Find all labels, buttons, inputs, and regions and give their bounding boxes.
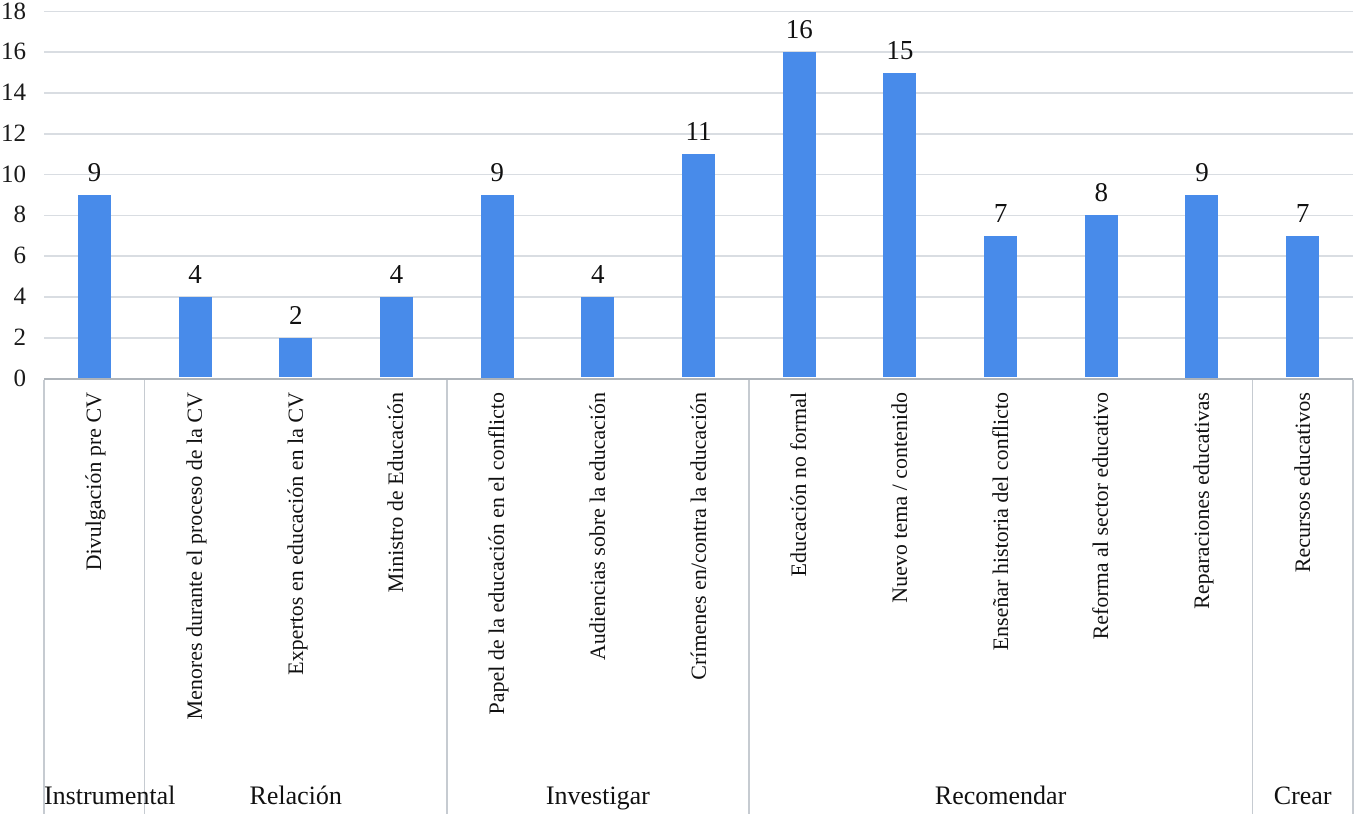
y-axis-tick-label-16: 16 [1,38,26,66]
y-axis-tick-label-10: 10 [1,160,26,188]
bar-11 [1084,215,1118,378]
category-label-4: Ministro de Educación [383,392,409,593]
label-area-left-border [43,379,45,814]
bar-value-label-1: 9 [87,157,102,187]
bar-value-label-6: 4 [591,258,605,289]
bar-8 [782,52,816,378]
x-axis-line [44,377,1353,380]
bar-12 [1185,195,1219,378]
bar-4 [379,296,413,378]
gridline-y-18 [44,10,1353,13]
group-label-recomendar: Recomendar [934,781,1067,810]
category-label-13: Recursos educativos [1289,392,1315,573]
group-label-investigar: Investigar [545,781,650,810]
bar-value-label-9: 15 [886,34,914,65]
category-label-3: Expertos en educación en la CV [282,392,308,675]
category-label-8: Educación no formal [786,392,812,577]
group-divider-1 [143,379,146,814]
y-axis-tick-label-0: 0 [13,364,27,392]
category-label-5: Papel de la educación en el conflicto [484,392,510,715]
bar-2 [178,296,212,378]
bar-value-label-12: 9 [1195,157,1209,187]
group-label-crear: Crear [1273,781,1332,810]
bar-value-label-11: 8 [1094,177,1109,208]
bar-3 [279,337,313,378]
bar-value-label-2: 4 [188,258,202,289]
group-label-relación: Relación [249,781,342,810]
y-axis-tick-label-12: 12 [1,119,26,147]
bar-value-label-8: 16 [785,14,813,45]
label-area-right-border [1352,379,1354,814]
category-label-7: Crímenes en/contra la educación [685,392,711,680]
bar-value-label-13: 7 [1295,197,1310,228]
bar-value-label-5: 9 [490,157,504,187]
bar-value-label-7: 11 [685,116,712,147]
bar-7 [682,154,715,378]
bar-5 [480,195,514,378]
gridline-y-16 [44,51,1353,54]
y-axis-tick-label-2: 2 [13,323,27,351]
category-label-6: Audiencias sobre la educación [584,392,610,661]
category-label-1: Divulgación pre CV [81,392,107,571]
group-divider-3 [748,379,750,814]
bar-6 [581,296,615,378]
group-divider-4 [1251,379,1254,814]
bar-value-label-3: 2 [288,299,303,330]
bar-value-label-10: 7 [993,197,1008,228]
y-axis-tick-label-6: 6 [13,242,27,270]
bar-13 [1286,235,1320,378]
gridline-y-12 [44,133,1353,135]
y-axis-tick-label-18: 18 [1,0,26,25]
y-axis-tick-label-8: 8 [13,201,27,229]
bar-10 [984,235,1018,378]
category-label-12: Reparaciones educativas [1188,392,1214,609]
category-label-9: Nuevo tema / contenido [886,392,912,603]
bar-1 [77,195,111,378]
bar-9 [883,72,917,378]
y-axis-tick-label-4: 4 [13,282,27,310]
group-divider-2 [445,379,448,814]
bar-value-label-4: 4 [389,258,404,289]
group-label-instrumental: Instrumental [44,781,176,810]
category-label-11: Reforma al sector educativo [1088,392,1114,640]
y-axis-tick-label-14: 14 [1,79,26,107]
category-label-10: Enseñar historia del conflicto [987,392,1013,651]
category-label-2: Menores durante el proceso de la CV [182,392,208,720]
gridline-y-14 [44,92,1353,94]
